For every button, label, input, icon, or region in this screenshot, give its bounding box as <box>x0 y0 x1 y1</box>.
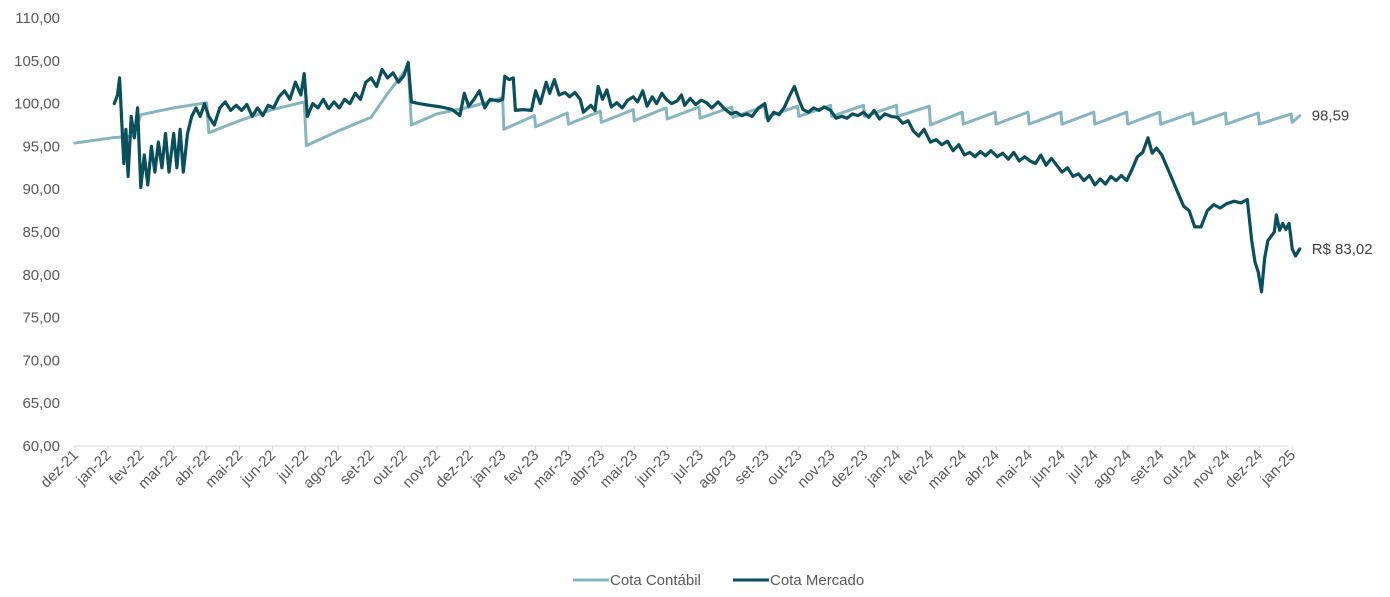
y-tick-label: 80,00 <box>22 267 60 284</box>
x-tick-label: mai-24 <box>991 447 1035 491</box>
x-tick-label: dez-22 <box>432 447 476 491</box>
y-tick-label: 105,00 <box>14 53 60 70</box>
legend-label-cota-mercado: Cota Mercado <box>770 572 864 589</box>
y-tick-label: 70,00 <box>22 352 60 369</box>
series-line-cota-mercado <box>112 60 1302 294</box>
x-tick-label: jan-22 <box>73 447 115 489</box>
x-tick-label: mai-22 <box>202 447 246 491</box>
x-tick-label: set-24 <box>1126 447 1168 489</box>
y-tick-label: 75,00 <box>22 310 60 327</box>
y-tick-label: 60,00 <box>22 438 60 455</box>
x-tick-label: set-23 <box>731 447 773 489</box>
y-tick-label: 100,00 <box>14 96 60 113</box>
y-tick-label: 90,00 <box>22 181 60 198</box>
x-tick-label: dez-23 <box>827 447 871 491</box>
x-tick-label: dez-24 <box>1222 447 1266 491</box>
end-label-cota-contabil: 98,59 <box>1312 108 1350 125</box>
x-tick-label: jun-23 <box>632 447 674 489</box>
x-tick-label: jan-25 <box>1257 447 1299 489</box>
y-tick-label: 65,00 <box>22 395 60 412</box>
x-axis: dez-21jan-22fev-22mar-22abr-22mai-22jun-… <box>37 445 1299 492</box>
y-tick-label: 85,00 <box>22 224 60 241</box>
x-tick-label: jan-24 <box>862 447 904 489</box>
series-line-cota-contabil <box>73 65 1302 147</box>
x-tick-label: set-22 <box>336 447 378 489</box>
x-tick-label: jan-23 <box>467 447 509 489</box>
end-label-cota-mercado: R$ 83,02 <box>1312 241 1373 258</box>
y-tick-label: 110,00 <box>15 10 60 27</box>
legend-label-cota-contabil: Cota Contábil <box>610 572 701 589</box>
series-layer <box>73 60 1302 294</box>
x-tick-label: jun-24 <box>1027 447 1069 489</box>
x-tick-label: mai-23 <box>597 447 641 491</box>
end-labels: 98,59 R$ 83,02 <box>1312 108 1373 258</box>
y-axis: 60,00 65,00 70,00 75,00 80,00 85,00 90,00 95,00… <box>14 10 60 455</box>
y-tick-label: 95,00 <box>22 138 60 155</box>
x-tick-label: jun-22 <box>237 447 279 489</box>
legend: Cota Contábil Cota Mercado <box>573 572 864 589</box>
